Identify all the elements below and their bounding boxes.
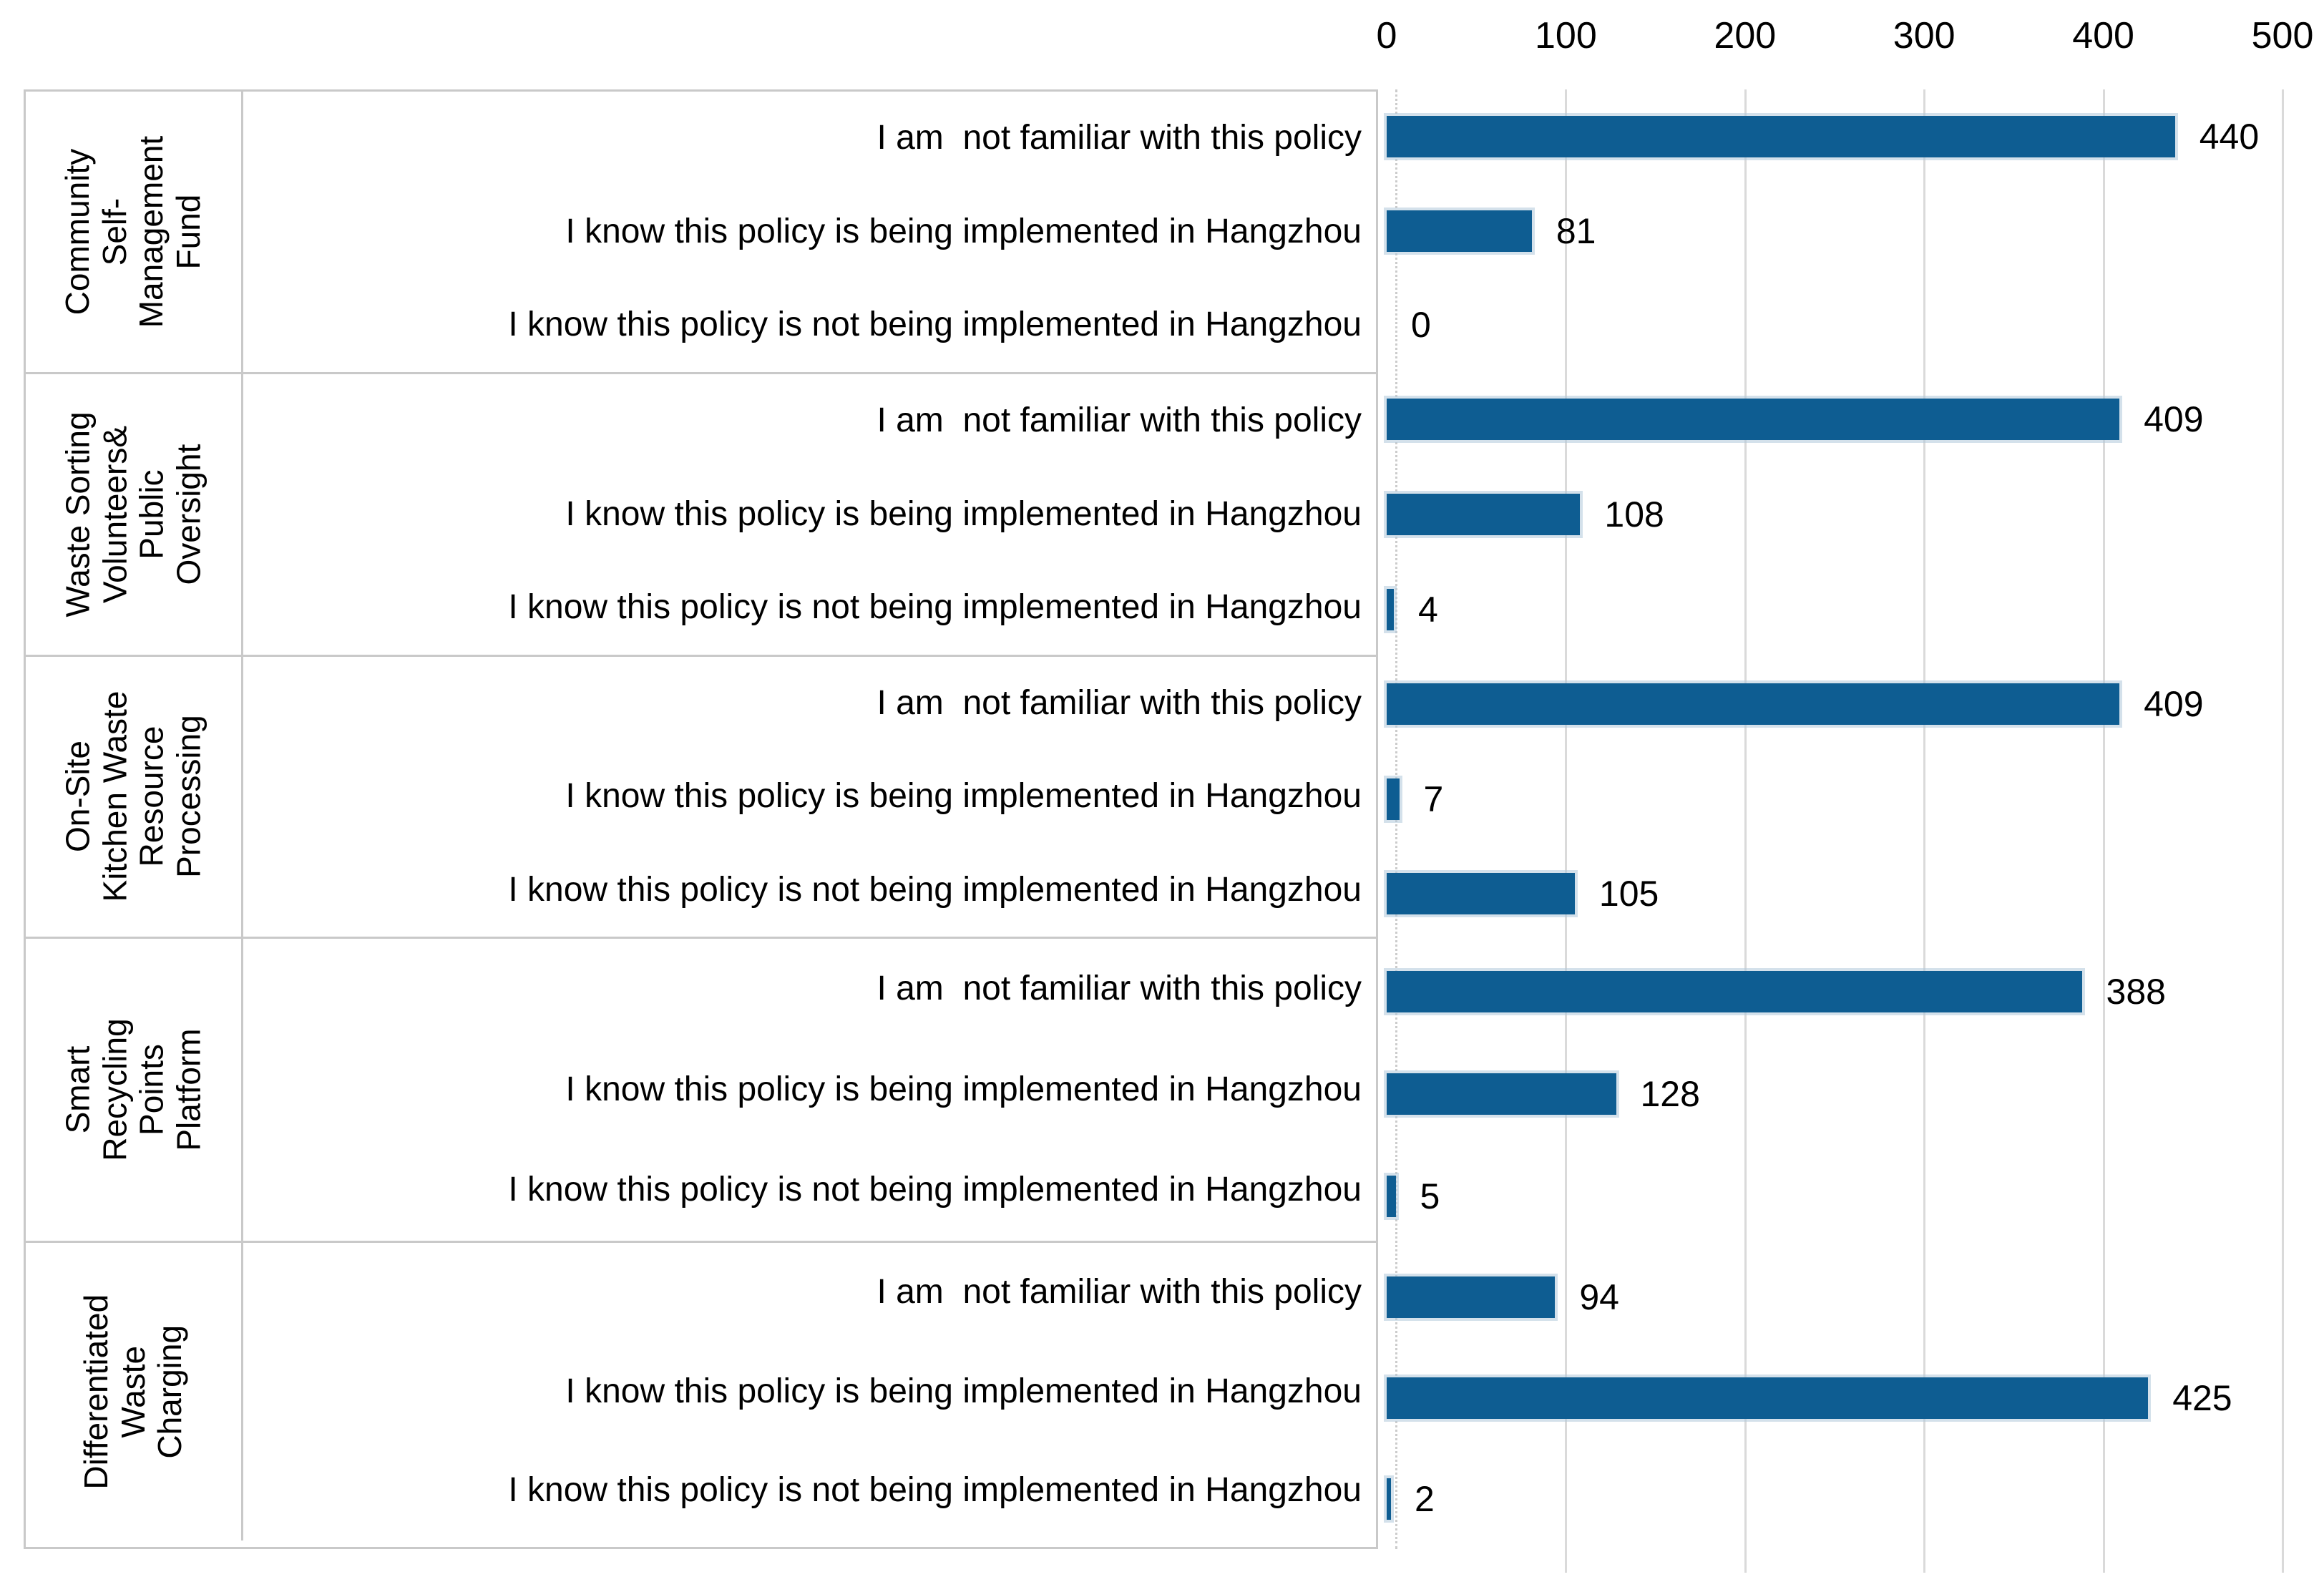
category-cell: Waste Sorting Volunteers& Public Oversig… bbox=[26, 374, 243, 655]
response-label: I know this policy is being implemented … bbox=[565, 494, 1362, 533]
policy-group-row: On-Site Kitchen Waste Resource Processin… bbox=[26, 655, 1376, 937]
bar bbox=[1384, 869, 1578, 917]
category-cell: Smart Recycling Points Platform bbox=[26, 939, 243, 1241]
bar-value-label: 94 bbox=[1579, 1277, 1619, 1318]
policy-group-row: Smart Recycling Points Platform I am not … bbox=[26, 937, 1376, 1241]
gridline bbox=[1565, 89, 1568, 1573]
category-label: Smart Recycling Points Platform bbox=[59, 1018, 208, 1161]
category-cell: On-Site Kitchen Waste Resource Processin… bbox=[26, 657, 243, 937]
bar-value-label: 2 bbox=[1415, 1478, 1435, 1519]
bar bbox=[1384, 207, 1535, 255]
response-label: I know this policy is not being implemen… bbox=[508, 588, 1362, 627]
bar-value-label: 4 bbox=[1418, 589, 1438, 630]
bar bbox=[1383, 585, 1397, 633]
gridline bbox=[1744, 89, 1747, 1573]
response-label: I know this policy is being implemented … bbox=[565, 212, 1362, 250]
response-label: I am not familiar with this policy bbox=[877, 683, 1362, 722]
bar-value-label: 105 bbox=[1598, 873, 1659, 914]
bar bbox=[1384, 1070, 1619, 1118]
gridline bbox=[2282, 89, 2284, 1573]
response-label: I know this policy is not being implemen… bbox=[508, 306, 1362, 344]
x-axis-tick-label: 400 bbox=[2072, 15, 2134, 57]
x-axis-tick-label: 0 bbox=[1376, 15, 1397, 57]
category-cell: Differentiated Waste Charging bbox=[26, 1243, 243, 1541]
bar-value-label: 128 bbox=[1640, 1074, 1700, 1114]
bar bbox=[1383, 1274, 1558, 1322]
policy-group-row: Community Self- Management Fund I am not … bbox=[26, 92, 1376, 372]
x-axis-tick-label: 100 bbox=[1535, 15, 1597, 57]
bar bbox=[1384, 775, 1402, 823]
response-label: I am not familiar with this policy bbox=[877, 401, 1362, 440]
response-labels-cell: I am not familiar with this policy I know… bbox=[243, 939, 1376, 1241]
response-label: I am not familiar with this policy bbox=[877, 1273, 1362, 1312]
bar-value-label: 388 bbox=[2106, 972, 2166, 1012]
category-label: Differentiated Waste Charging bbox=[77, 1294, 189, 1490]
response-label: I know this policy is being implemented … bbox=[565, 1372, 1362, 1410]
response-label: I know this policy is not being implemen… bbox=[508, 1471, 1362, 1510]
response-label: I am not familiar with this policy bbox=[877, 119, 1362, 157]
bar bbox=[1383, 680, 2123, 728]
gridline bbox=[2102, 89, 2105, 1573]
response-label: I am not familiar with this policy bbox=[877, 970, 1362, 1008]
bar bbox=[1383, 1375, 2152, 1422]
category-label-table: Community Self- Management Fund I am not … bbox=[24, 89, 1378, 1549]
bar-value-label: 5 bbox=[1420, 1176, 1440, 1216]
category-label: On-Site Kitchen Waste Resource Processin… bbox=[59, 691, 208, 902]
bar bbox=[1384, 1475, 1394, 1523]
bar bbox=[1384, 968, 2085, 1016]
x-axis-tick-label: 200 bbox=[1714, 15, 1777, 57]
response-label: I know this policy is not being implemen… bbox=[508, 870, 1362, 909]
bar bbox=[1384, 1172, 1399, 1220]
category-label: Community Self- Management Fund bbox=[59, 135, 208, 328]
bar-value-label: 108 bbox=[1604, 494, 1664, 534]
response-labels-cell: I am not familiar with this policy I know… bbox=[243, 374, 1376, 655]
category-cell: Community Self- Management Fund bbox=[26, 92, 243, 372]
category-label: Waste Sorting Volunteers& Public Oversig… bbox=[59, 411, 208, 617]
bar-value-label: 409 bbox=[2144, 684, 2204, 725]
policy-group-row: Waste Sorting Volunteers& Public Oversig… bbox=[26, 372, 1376, 655]
bar-value-label: 425 bbox=[2172, 1378, 2232, 1418]
bar-value-label: 409 bbox=[2144, 399, 2204, 440]
gridline bbox=[1923, 89, 1926, 1573]
bar-value-label: 7 bbox=[1423, 778, 1444, 819]
response-labels-cell: I am not familiar with this policy I know… bbox=[243, 92, 1376, 372]
x-axis-tick-label: 300 bbox=[1893, 15, 1956, 57]
response-labels-cell: I am not familiar with this policy I know… bbox=[243, 657, 1376, 937]
x-axis-tick-label: 500 bbox=[2251, 15, 2314, 57]
response-label: I know this policy is not being implemen… bbox=[508, 1171, 1362, 1209]
bar bbox=[1383, 491, 1583, 538]
bar bbox=[1383, 396, 2123, 444]
bar bbox=[1384, 112, 2178, 160]
response-label: I know this policy is being implemented … bbox=[565, 777, 1362, 816]
bar-value-label: 81 bbox=[1556, 210, 1596, 251]
response-labels-cell: I am not familiar with this policy I know… bbox=[243, 1243, 1376, 1541]
response-label: I know this policy is being implemented … bbox=[565, 1070, 1362, 1108]
bar-value-label: 440 bbox=[2199, 116, 2260, 157]
bar-value-label: 0 bbox=[1411, 305, 1431, 346]
policy-group-row: Differentiated Waste Charging I am not fa… bbox=[26, 1241, 1376, 1541]
